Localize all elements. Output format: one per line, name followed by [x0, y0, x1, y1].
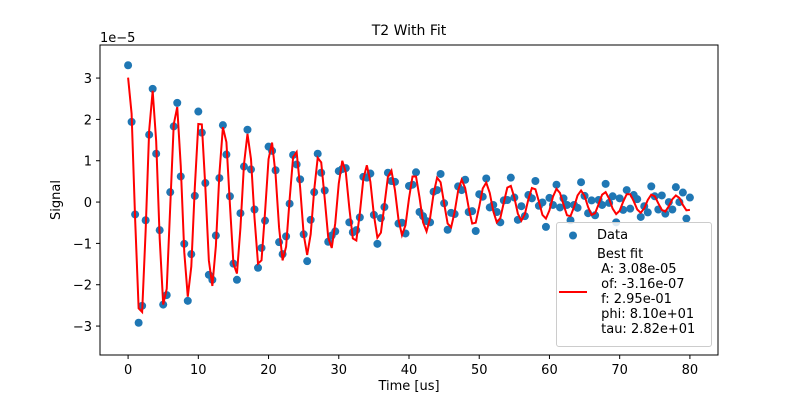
data-point: [183, 296, 192, 305]
legend: Data Best fit A: 3.08e-05 of: -3.16e-07 f…: [556, 222, 712, 347]
data-point: [436, 169, 445, 178]
data-point: [647, 182, 656, 191]
data-point: [173, 98, 182, 107]
data-point: [313, 149, 322, 158]
data-point: [552, 180, 561, 189]
data-point: [682, 214, 691, 223]
x-tick-label: 10: [190, 363, 207, 378]
data-point: [598, 200, 607, 209]
data-point: [622, 186, 631, 195]
data-point: [232, 275, 241, 284]
chart-title: T2 With Fit: [371, 23, 447, 39]
data-point: [573, 203, 582, 212]
data-point: [124, 61, 133, 70]
plot-frame: [99, 44, 719, 356]
y-axis-label: Signal: [49, 180, 64, 220]
x-tick-label: 20: [260, 363, 277, 378]
data-point: [254, 263, 263, 272]
y-tick-label: 3: [84, 72, 92, 87]
data-point: [517, 202, 526, 211]
data-point: [243, 125, 252, 134]
data-point: [412, 168, 421, 177]
data-point: [443, 225, 452, 234]
x-tick-label: 50: [471, 363, 488, 378]
data-point: [506, 173, 515, 182]
x-tick-label: 40: [401, 363, 418, 378]
data-point: [657, 191, 666, 200]
x-tick-label: 0: [124, 363, 132, 378]
data-point: [678, 188, 687, 197]
data-point: [587, 196, 596, 205]
y-tick-label: 0: [84, 196, 92, 211]
legend-label: Data: [597, 228, 629, 243]
data-point: [555, 203, 564, 212]
data-point: [373, 239, 382, 248]
fit-line: [127, 77, 691, 315]
data-point: [577, 178, 586, 187]
x-tick-label: 80: [682, 363, 699, 378]
data-point: [615, 194, 624, 203]
data-point: [633, 195, 642, 204]
data-point: [643, 208, 652, 217]
y-tick-label: 1: [84, 155, 92, 170]
data-point: [482, 174, 491, 183]
legend-label: Best fit A: 3.08e-05 of: -3.16e-07 f: 2.…: [597, 247, 696, 337]
y-tick-label: −2: [73, 279, 92, 294]
data-point: [608, 192, 617, 201]
legend-entry: Best fit A: 3.08e-05 of: -3.16e-07 f: 2.…: [557, 247, 695, 337]
data-point: [134, 318, 143, 327]
x-tick-label: 70: [611, 363, 628, 378]
data-point: [668, 205, 677, 214]
legend-entry: Data: [557, 228, 628, 243]
data-point: [671, 183, 680, 192]
data-point: [471, 227, 480, 235]
y-tick-label: −1: [73, 237, 92, 252]
data-point: [218, 121, 227, 130]
x-tick-label: 60: [541, 363, 558, 378]
y-tick-label: 2: [84, 113, 92, 128]
data-point: [685, 193, 694, 202]
data-point: [531, 176, 540, 185]
data-point: [626, 204, 635, 213]
legend-marker: [569, 231, 577, 240]
legend-icon: [569, 231, 577, 240]
data-point: [148, 84, 157, 93]
x-tick-label: 30: [330, 363, 347, 378]
data-point: [636, 212, 645, 221]
data-point: [194, 107, 203, 116]
data-point: [541, 222, 550, 231]
data-point: [601, 179, 610, 188]
data-point: [303, 257, 312, 266]
x-axis-label: Time [us]: [377, 379, 439, 394]
y-offset-label: 1e−5: [100, 31, 135, 46]
y-tick-label: −3: [73, 320, 92, 335]
legend-icon: [559, 291, 587, 293]
